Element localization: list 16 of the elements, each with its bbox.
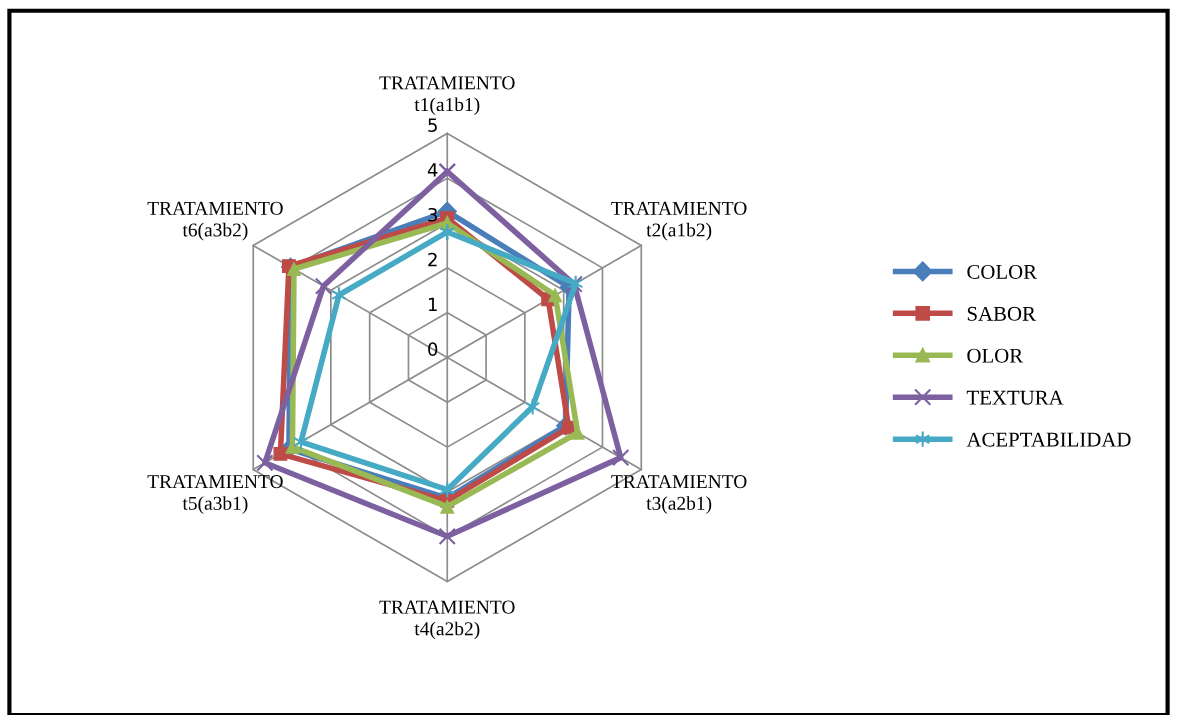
spoke-label: TRATAMIENTO t2(a1b2): [611, 201, 747, 241]
legend-label: SABOR: [967, 306, 1036, 321]
y-tick-label: 0: [428, 342, 438, 357]
y-tick-label: 4: [427, 163, 438, 177]
y-tick-label: 2: [428, 252, 437, 267]
legend-label: ACEPTABILIDAD: [966, 432, 1131, 447]
legend-label: OLOR: [967, 348, 1024, 363]
legend-label: COLOR: [967, 264, 1038, 279]
y-tick-label: 1: [428, 297, 437, 311]
y-tick-label: 5: [428, 118, 437, 132]
spoke-label: TRATAMIENTO t4(a2b2): [379, 600, 515, 640]
spoke-label: TRATAMIENTO t3(a2b1): [611, 475, 747, 514]
legend-label: TEXTURA: [966, 390, 1064, 405]
spoke-label: TRATAMIENTO t5(a3b1): [147, 475, 283, 514]
spoke-label: TRATAMIENTO t1(a1b1): [379, 76, 515, 116]
spoke-label: TRATAMIENTO t6(a3b2): [147, 201, 283, 241]
